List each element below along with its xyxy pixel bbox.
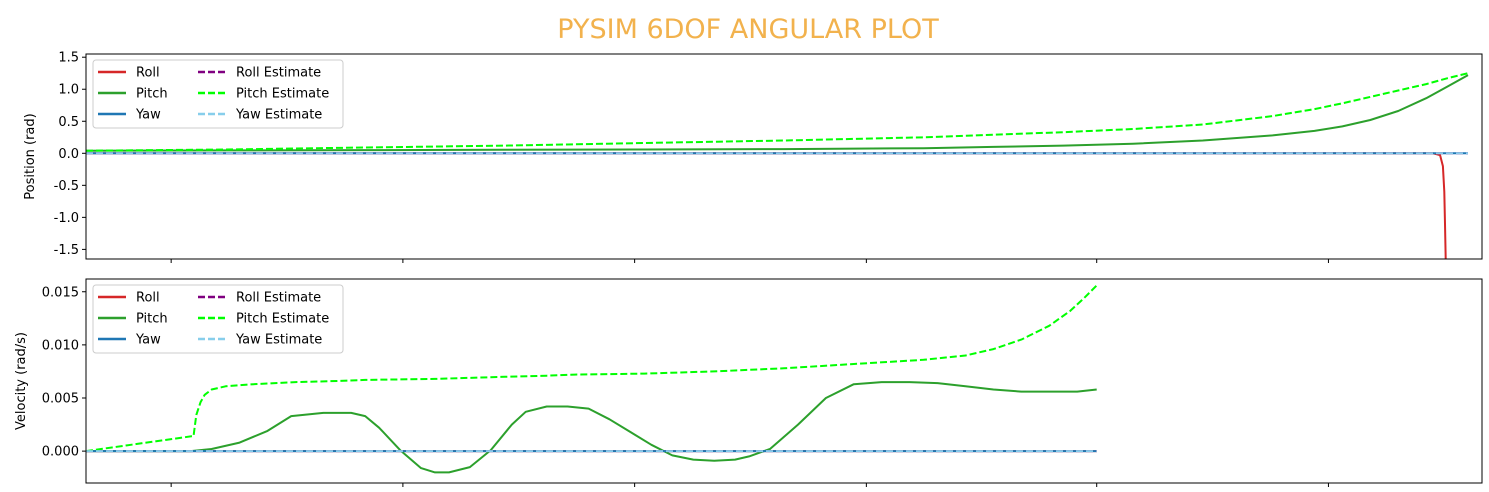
position-legend-label-roll-estimate: Roll Estimate	[236, 66, 321, 81]
velocity-series-pitch	[86, 381, 1097, 474]
position-series-pitch-estimate	[86, 72, 1469, 152]
position-y-tick-label: 1.5	[58, 51, 79, 66]
velocity-y-tick-label: 0.010	[42, 338, 79, 353]
position-y-tick-label: 1.0	[58, 83, 79, 98]
position-axes-frame	[85, 53, 1483, 260]
position-legend-label-roll: Roll	[136, 66, 160, 81]
velocity-plot-lines	[86, 284, 1098, 474]
position-y-tick-label: 0.5	[58, 115, 79, 130]
position-y-axis-label: Position (rad)	[23, 113, 38, 199]
velocity-legend: Roll Pitch Yaw Roll Estimate Pitch Estimate Y…	[92, 284, 344, 354]
velocity-legend-label-pitch-estimate: Pitch Estimate	[236, 312, 329, 327]
position-y-tick-label: -0.5	[54, 179, 79, 194]
velocity-legend-label-roll-estimate: Roll Estimate	[236, 291, 321, 306]
velocity-y-axis-label: Velocity (rad/s)	[14, 332, 29, 430]
velocity-x-ticks	[170, 483, 1329, 487]
velocity-legend-label-pitch: Pitch	[136, 312, 168, 327]
position-subplot: Position (rad) 1.51.00.50.0-0.5-1.0-1.5 …	[23, 51, 1483, 263]
position-x-ticks	[170, 259, 1329, 263]
velocity-axes-frame	[85, 278, 1483, 484]
position-y-tick-label: -1.0	[54, 211, 79, 226]
velocity-subplot: Velocity (rad/s) 0.015 0.010 0.005 0.000 Ro…	[14, 278, 1483, 487]
velocity-legend-label-yaw-estimate: Yaw Estimate	[235, 333, 322, 348]
velocity-y-tick-label: 0.005	[42, 392, 79, 407]
position-y-ticks: 1.5 1.0 0.5 0.0 -0.5 -1.0 -1.5	[54, 51, 86, 258]
figure-title: PYSIM 6DOF ANGULAR PLOT	[557, 14, 939, 45]
position-y-tick-label: 0.0	[58, 147, 79, 162]
velocity-legend-label-roll: Roll	[136, 291, 160, 306]
position-legend-label-pitch: Pitch	[136, 87, 168, 102]
position-series-pitch	[86, 74, 1469, 152]
position-y-tick-label: -1.5	[54, 243, 79, 258]
velocity-y-tick-label: 0.015	[42, 285, 79, 300]
position-legend: Roll Pitch Yaw Roll Estimate Pitch Estimate Y…	[92, 59, 344, 129]
position-legend-label-yaw: Yaw	[135, 108, 161, 123]
position-plot-lines	[86, 72, 1469, 259]
position-legend-label-pitch-estimate: Pitch Estimate	[236, 87, 329, 102]
velocity-y-ticks: 0.015 0.010 0.005 0.000	[42, 285, 86, 460]
velocity-series-pitch-estimate	[86, 284, 1098, 453]
position-legend-label-yaw-estimate: Yaw Estimate	[235, 108, 322, 123]
velocity-y-tick-label: 0.000	[42, 445, 79, 460]
velocity-legend-label-yaw: Yaw	[135, 333, 161, 348]
